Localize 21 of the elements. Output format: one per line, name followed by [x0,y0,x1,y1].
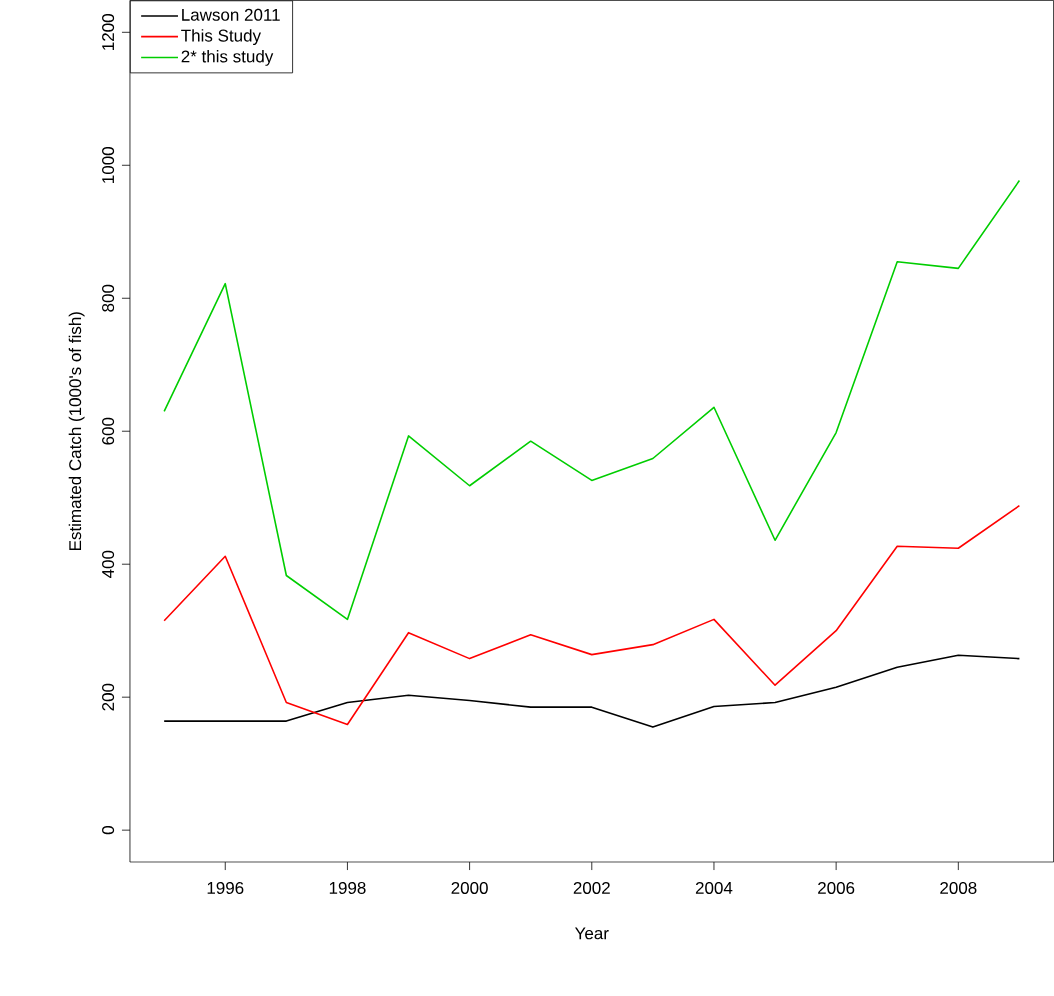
y-tick-label: 1200 [102,14,115,50]
x-tick-label: 2004 [695,881,733,894]
y-tick-label: 200 [102,683,115,711]
legend-label: 2* this study [181,50,274,66]
y-tick-label: 1000 [102,147,115,183]
y-tick-label: 600 [102,417,115,445]
x-tick-label: 1996 [207,881,244,894]
x-tick-label: 2000 [451,881,488,894]
y-tick-label: 400 [102,550,115,578]
x-tick-label: 2006 [818,881,855,894]
legend-label: Lawson 2011 [182,8,280,21]
legend-label: This Study [181,29,261,46]
x-tick-label: 2008 [940,881,977,894]
x-axis-title: Year [574,927,609,940]
x-tick-label: 1998 [329,881,366,894]
y-axis-title: Estimated Catch (1000's of fish) [68,312,85,550]
y-tick-label: 0 [102,826,115,835]
line-series [163,504,1021,726]
line-series [163,179,1021,621]
y-tick-label: 800 [102,284,115,312]
x-tick-label: 2002 [573,881,610,894]
